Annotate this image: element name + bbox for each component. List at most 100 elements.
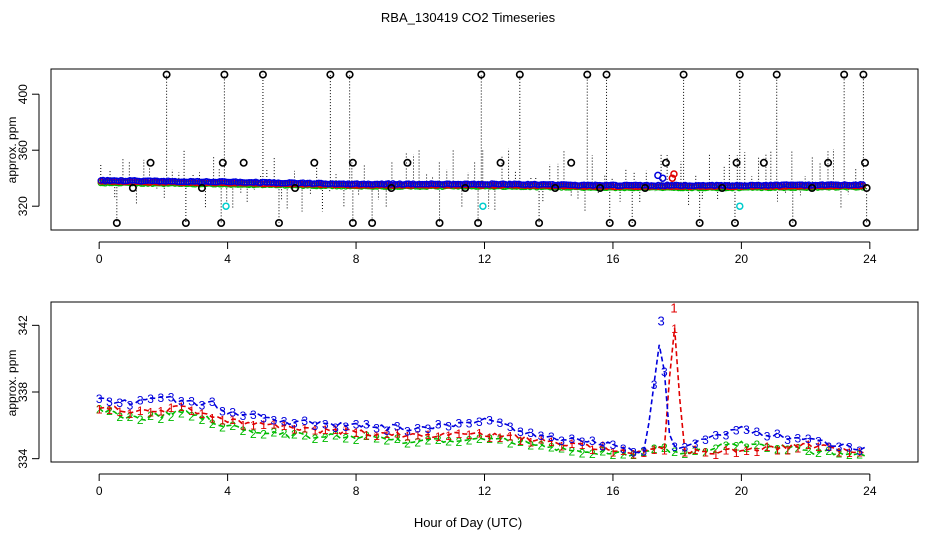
bottom-series-2-label: 2	[363, 429, 370, 443]
bottom-series-2-label: 2	[527, 438, 534, 452]
bottom-series-1-label: 1	[815, 440, 822, 454]
bottom-series-1-label: 1	[209, 411, 216, 425]
top-series-3-point	[562, 181, 570, 188]
top-series-3-point	[239, 179, 246, 186]
top-outlier-point	[551, 184, 560, 193]
top-series-3-point	[331, 180, 338, 188]
bottom-series-1-line	[99, 327, 865, 455]
top-outlier-point	[840, 70, 849, 79]
bottom-series-1-label: 1	[332, 423, 339, 437]
top-spike-point	[658, 174, 667, 182]
top-y-tick-label: 360	[16, 140, 30, 160]
bottom-series-3-label: 3	[548, 430, 555, 444]
top-series-3-point	[787, 181, 795, 189]
bottom-series-3-label: 3	[96, 392, 103, 406]
top-series-3-point	[574, 182, 581, 189]
bottom-series-2-label: 2	[599, 444, 606, 458]
top-series-3-point	[320, 180, 327, 187]
bottom-series-3-label: 3	[157, 391, 164, 405]
bottom-series-2-label: 2	[127, 410, 134, 424]
top-series-3-point	[403, 180, 410, 188]
top-series-3-point	[223, 178, 230, 186]
top-series-3-point	[704, 182, 711, 189]
bottom-series-1-label: 1	[712, 448, 719, 462]
bottom-series-1-label: 1	[394, 426, 401, 440]
top-flagged-point	[736, 202, 744, 210]
top-series-3-point	[843, 181, 851, 189]
bottom-series-1-label: 1	[620, 444, 627, 458]
top-outlier-point	[146, 158, 155, 167]
bottom-series-3-line	[99, 344, 866, 454]
top-series-3-point	[544, 181, 552, 188]
top-outlier-point	[641, 184, 650, 193]
top-series-3-point	[621, 181, 628, 189]
top-panel-axes: 0 4 8 12 16 20 24 320 360 400	[16, 68, 919, 266]
top-outlier-point	[387, 184, 396, 193]
bottom-series-2-label: 2	[425, 434, 432, 448]
top-series-3-point	[111, 177, 118, 184]
bottom-series-3-label: 3	[219, 405, 226, 419]
bottom-series-3-label: 3	[466, 416, 473, 430]
bottom-series-2-label: 2	[342, 431, 349, 445]
bottom-series-1-label: 1	[240, 418, 247, 432]
bottom-series-1-label: 1	[743, 444, 750, 458]
bottom-series-2-label: 2	[301, 429, 308, 443]
top-outlier-point	[788, 219, 797, 228]
bottom-series-3-label: 3	[394, 419, 401, 433]
top-outlier-point	[679, 70, 688, 79]
bottom-series-3-label: 3	[384, 424, 391, 438]
bottom-series-2-label: 2	[157, 412, 164, 426]
bottom-series-1-label: 1	[384, 427, 391, 441]
bottom-series-1-label: 1	[682, 446, 689, 460]
bottom-series-3-label: 3	[455, 417, 462, 431]
bottom-x-tick-label: 0	[96, 484, 103, 498]
top-series-3-point	[751, 181, 759, 189]
top-series-3-point	[747, 181, 754, 189]
top-series-3-point	[418, 180, 426, 188]
bottom-series-3-label: 3	[271, 414, 278, 428]
top-series-3-point	[511, 180, 518, 188]
top-series-3-point	[634, 181, 642, 189]
bottom-series-1-label: 1	[517, 434, 524, 448]
bottom-series-1-label: 1	[733, 446, 740, 460]
top-series-3-point	[367, 181, 374, 188]
top-outlier-point	[181, 219, 190, 228]
bottom-series-1-label: 1	[661, 444, 668, 458]
top-series-3-point	[490, 180, 498, 188]
bottom-series-2-label: 2	[147, 409, 154, 423]
bottom-series-2-label: 2	[630, 448, 637, 462]
bottom-series-3-label: 3	[414, 422, 421, 436]
bottom-series-3-label: 3	[497, 416, 504, 430]
top-outlier-point	[602, 70, 611, 79]
bottom-series-1-label: 1	[795, 442, 802, 456]
bottom-series-2-label: 2	[753, 438, 760, 452]
bottom-series-1-label: 1	[168, 401, 175, 415]
top-series-3-point	[430, 180, 437, 188]
bottom-series-3-label: 3	[353, 418, 360, 432]
top-outlier-point	[348, 158, 357, 167]
top-series-3-point	[277, 179, 284, 187]
top-x-tick-label: 4	[224, 252, 231, 266]
top-outlier-point	[735, 70, 744, 79]
top-series-3-point	[128, 177, 136, 184]
bottom-series-3-label: 3	[507, 420, 514, 434]
top-outlier-point	[824, 158, 833, 167]
top-x-tick-label: 8	[353, 252, 360, 266]
bottom-series-3-label: 3	[209, 395, 216, 409]
top-series-3-point	[466, 181, 473, 188]
top-series-3-point	[780, 181, 788, 188]
bottom-series-2-label: 2	[116, 410, 123, 424]
bottom-series-2-label: 2	[497, 432, 504, 446]
bottom-series-3-label: 3	[795, 432, 802, 446]
bottom-series-2-label: 2	[795, 441, 802, 455]
bottom-series-3-label: 3	[712, 428, 719, 442]
bottom-series-3-label: 3	[527, 426, 534, 440]
top-series-3-point	[517, 181, 525, 188]
top-outlier-point	[348, 219, 357, 228]
top-series-3-point	[693, 182, 700, 189]
top-series-3-point	[538, 181, 545, 188]
bottom-series-1-label: 1	[630, 448, 637, 462]
bottom-series-1-label: 1	[219, 413, 226, 427]
